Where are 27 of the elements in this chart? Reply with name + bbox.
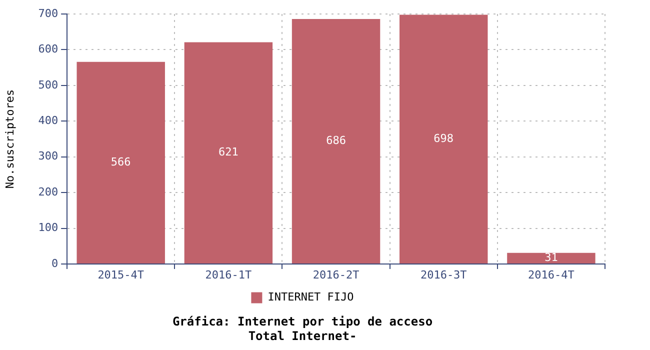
data-label: 686 (326, 134, 346, 148)
data-label: 621 (218, 146, 238, 159)
data-label: 566 (110, 156, 131, 169)
y-tick-label: 600 (38, 42, 58, 56)
bar (400, 14, 488, 264)
y-tick-label: 700 (38, 6, 58, 20)
y-tick-label: 300 (38, 150, 58, 163)
bar (76, 62, 165, 264)
bar (184, 42, 273, 264)
x-tick-label: 2015-4T (98, 268, 144, 282)
y-tick-label: 100 (38, 221, 58, 234)
y-tick-label: 500 (38, 78, 58, 92)
y-axis-title: No.suscriptores (3, 89, 16, 189)
legend-label: INTERNET FIJO (268, 290, 354, 304)
y-tick-label: 400 (38, 114, 58, 127)
x-tick-label: 2016-1T (205, 268, 252, 282)
bar (292, 19, 380, 264)
x-tick-label: 2016-4T (528, 268, 575, 282)
y-tick-label: 0 (51, 256, 58, 270)
data-label: 698 (434, 132, 454, 145)
x-tick-label: 2016-2T (312, 268, 360, 282)
text: Total Internet- (248, 328, 357, 343)
x-tick-label: 2016-3T (420, 268, 468, 282)
bar (507, 252, 596, 264)
text: Gráfica: Internet por tipo de acceso (172, 314, 433, 329)
data-label: 31 (544, 251, 558, 264)
y-tick-label: 200 (38, 185, 58, 198)
